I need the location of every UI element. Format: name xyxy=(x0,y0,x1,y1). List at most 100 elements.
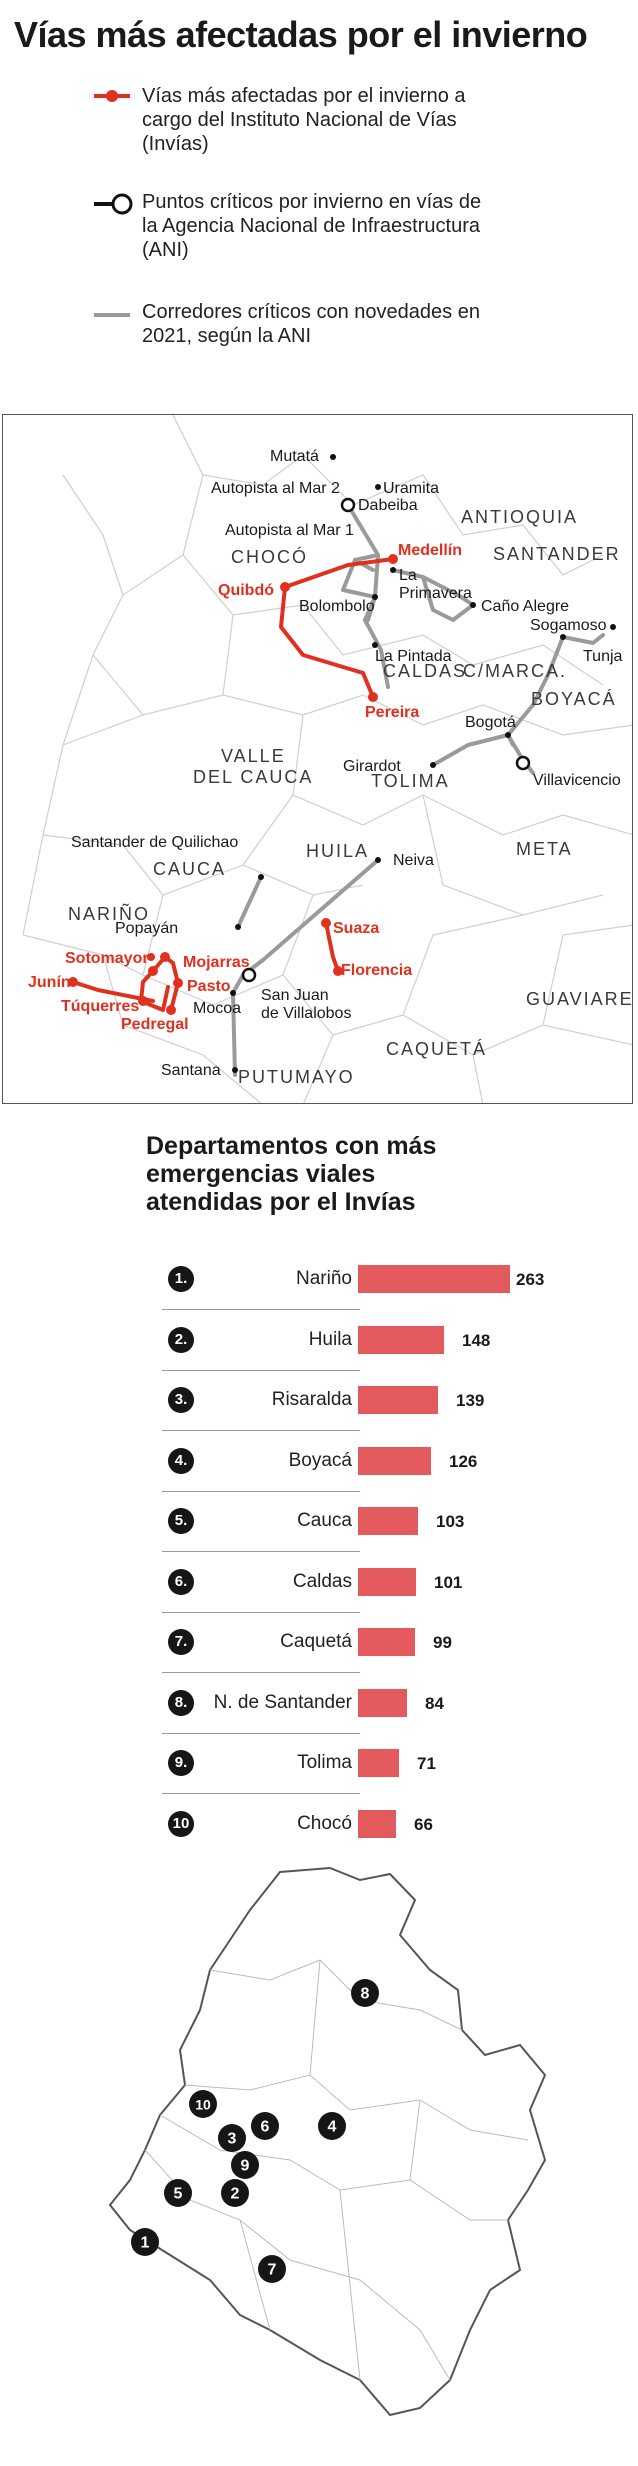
region-huila: HUILA xyxy=(306,841,369,861)
place-uramita: Uramita xyxy=(383,480,439,497)
rank-department-label: Chocó xyxy=(297,1812,352,1834)
locator-marker-label: 3 xyxy=(228,2131,237,2148)
rank-number: 6. xyxy=(168,1568,194,1595)
place-girardot: Girardot xyxy=(343,758,401,775)
chart-title: Departamentos con más emergencias viales… xyxy=(146,1132,437,1216)
rank-row: 5. Cauca 103 xyxy=(162,1492,602,1552)
region-del-cauca: DEL CAUCA xyxy=(193,767,313,787)
place-popayan: Popayán xyxy=(115,920,178,937)
place-santana: Santana xyxy=(161,1062,221,1079)
place-medellin: Medellín xyxy=(398,542,462,559)
legend-ani: Puntos críticos por invierno en vías de … xyxy=(142,191,482,261)
invias-legend-icon xyxy=(94,90,130,102)
locator-marker-label: 8 xyxy=(361,1986,370,2003)
rank-department-label: Risaralda xyxy=(271,1389,352,1410)
locator-marker xyxy=(131,2228,159,2256)
place-bogota: Bogotá xyxy=(465,714,516,731)
place-bolombolo: Bolombolo xyxy=(299,598,375,615)
rank-bar xyxy=(358,1567,416,1596)
rank-number: 9. xyxy=(168,1750,194,1776)
region-antioquia: ANTIOQUIA xyxy=(461,507,578,527)
corridor-lines xyxy=(231,503,605,1077)
rank-row: 9. Tolima 71 xyxy=(162,1734,602,1794)
rank-divider xyxy=(162,1369,360,1371)
map-svg: ANTIOQUIA CHOCÓ SANTANDER CALDAS BOYACÁ … xyxy=(22,415,632,1103)
rank-value-label: 66 xyxy=(414,1814,433,1834)
rank-department-label: Boyacá xyxy=(288,1449,352,1471)
legend-invias: Vías más afectadas por el invierno a car… xyxy=(142,85,466,155)
place-pereira: Pereira xyxy=(365,704,419,721)
rank-value-label: 103 xyxy=(436,1512,465,1531)
rank-bar xyxy=(358,1325,444,1354)
ani-points xyxy=(241,497,531,983)
place-cano-alegre: Caño Alegre xyxy=(481,598,569,615)
region-meta: META xyxy=(516,839,573,859)
place-villavicencio: Villavicencio xyxy=(533,772,621,789)
place-san-juan: San Juan xyxy=(261,987,329,1004)
rank-bar xyxy=(358,1688,407,1717)
rank-number: 5. xyxy=(168,1508,194,1534)
rank-divider xyxy=(162,1309,360,1310)
region-cmarca: C/MARCA. xyxy=(463,661,567,681)
rank-value-label: 84 xyxy=(425,1693,444,1713)
locator-marker-label: 6 xyxy=(261,2119,270,2136)
place-tunja: Tunja xyxy=(583,648,623,665)
locator-marker-label: 7 xyxy=(268,2262,277,2279)
region-caqueta: CAQUETÁ xyxy=(386,1039,487,1059)
rank-value-label: 101 xyxy=(434,1572,463,1592)
place-junin: Junín xyxy=(28,974,71,991)
rank-bar xyxy=(358,1386,438,1414)
place-sotomayor: Sotomayor xyxy=(65,950,149,967)
rank-department-label: Tolima xyxy=(297,1752,352,1773)
rank-value-label: 99 xyxy=(433,1633,452,1652)
rank-number: 3. xyxy=(168,1387,194,1413)
locator-marker xyxy=(318,2112,346,2140)
rank-number: 7. xyxy=(168,1629,194,1655)
place-la-pintada: La Pintada xyxy=(375,648,452,665)
place-mocoa: Mocoa xyxy=(193,1000,241,1017)
place-mutata: Mutatá xyxy=(270,448,319,465)
rank-bar xyxy=(358,1809,396,1838)
ani-legend-icon xyxy=(94,193,133,215)
region-boyaca: BOYACÁ xyxy=(531,689,617,709)
locator-marker xyxy=(221,2179,249,2207)
place-labels: Mutatá Dabeiba Uramita Autopista al Mar … xyxy=(71,448,623,1079)
locator-marker xyxy=(231,2151,259,2179)
locator-marker-label: 4 xyxy=(328,2119,337,2136)
locator-marker-label: 5 xyxy=(174,2186,183,2203)
place-quilichao: Santander de Quilichao xyxy=(71,834,238,851)
locator-map: 1 2 3 4 5 6 7 8 9 10 xyxy=(108,1866,547,2417)
rank-row: 7. Caquetá 99 xyxy=(162,1613,602,1673)
region-narino: NARIÑO xyxy=(68,903,150,924)
place-dots xyxy=(230,454,616,1073)
colombia-outline xyxy=(108,1866,547,2417)
rank-value-label: 263 xyxy=(516,1270,545,1289)
place-la: La xyxy=(399,567,417,584)
rank-row: 8. N. de Santander 84 xyxy=(162,1674,602,1734)
locator-marker xyxy=(164,2179,192,2207)
region-tolima: TOLIMA xyxy=(371,771,450,791)
rank-department-label: Cauca xyxy=(297,1510,352,1531)
locator-marker xyxy=(351,1979,379,2007)
rank-divider xyxy=(162,1490,360,1492)
rank-divider xyxy=(162,1611,360,1613)
place-quibdo: Quibdó xyxy=(218,582,274,599)
rank-bar xyxy=(358,1446,431,1475)
place-pasto: Pasto xyxy=(187,978,231,995)
rank-department-label: Caldas xyxy=(292,1570,352,1592)
rank-bar xyxy=(358,1628,415,1656)
rank-row: 4. Boyacá 126 xyxy=(162,1432,602,1492)
rank-number: 10 xyxy=(168,1810,194,1837)
locator-marker-label: 1 xyxy=(141,2235,150,2252)
region-labels: ANTIOQUIA CHOCÓ SANTANDER CALDAS BOYACÁ … xyxy=(68,507,632,1087)
locator-marker xyxy=(251,2112,279,2140)
region-santander: SANTANDER xyxy=(493,544,621,564)
locator-marker xyxy=(218,2124,246,2152)
rank-department-label: N. de Santander xyxy=(213,1691,352,1713)
legend-corredores: Corredores críticos con novedades en 202… xyxy=(142,301,480,347)
region-valle: VALLE xyxy=(221,746,286,766)
place-mojarras: Mojarras xyxy=(183,954,250,971)
rank-divider xyxy=(162,1672,360,1673)
locator-marker xyxy=(258,2255,286,2283)
place-primavera: Primavera xyxy=(399,585,472,602)
